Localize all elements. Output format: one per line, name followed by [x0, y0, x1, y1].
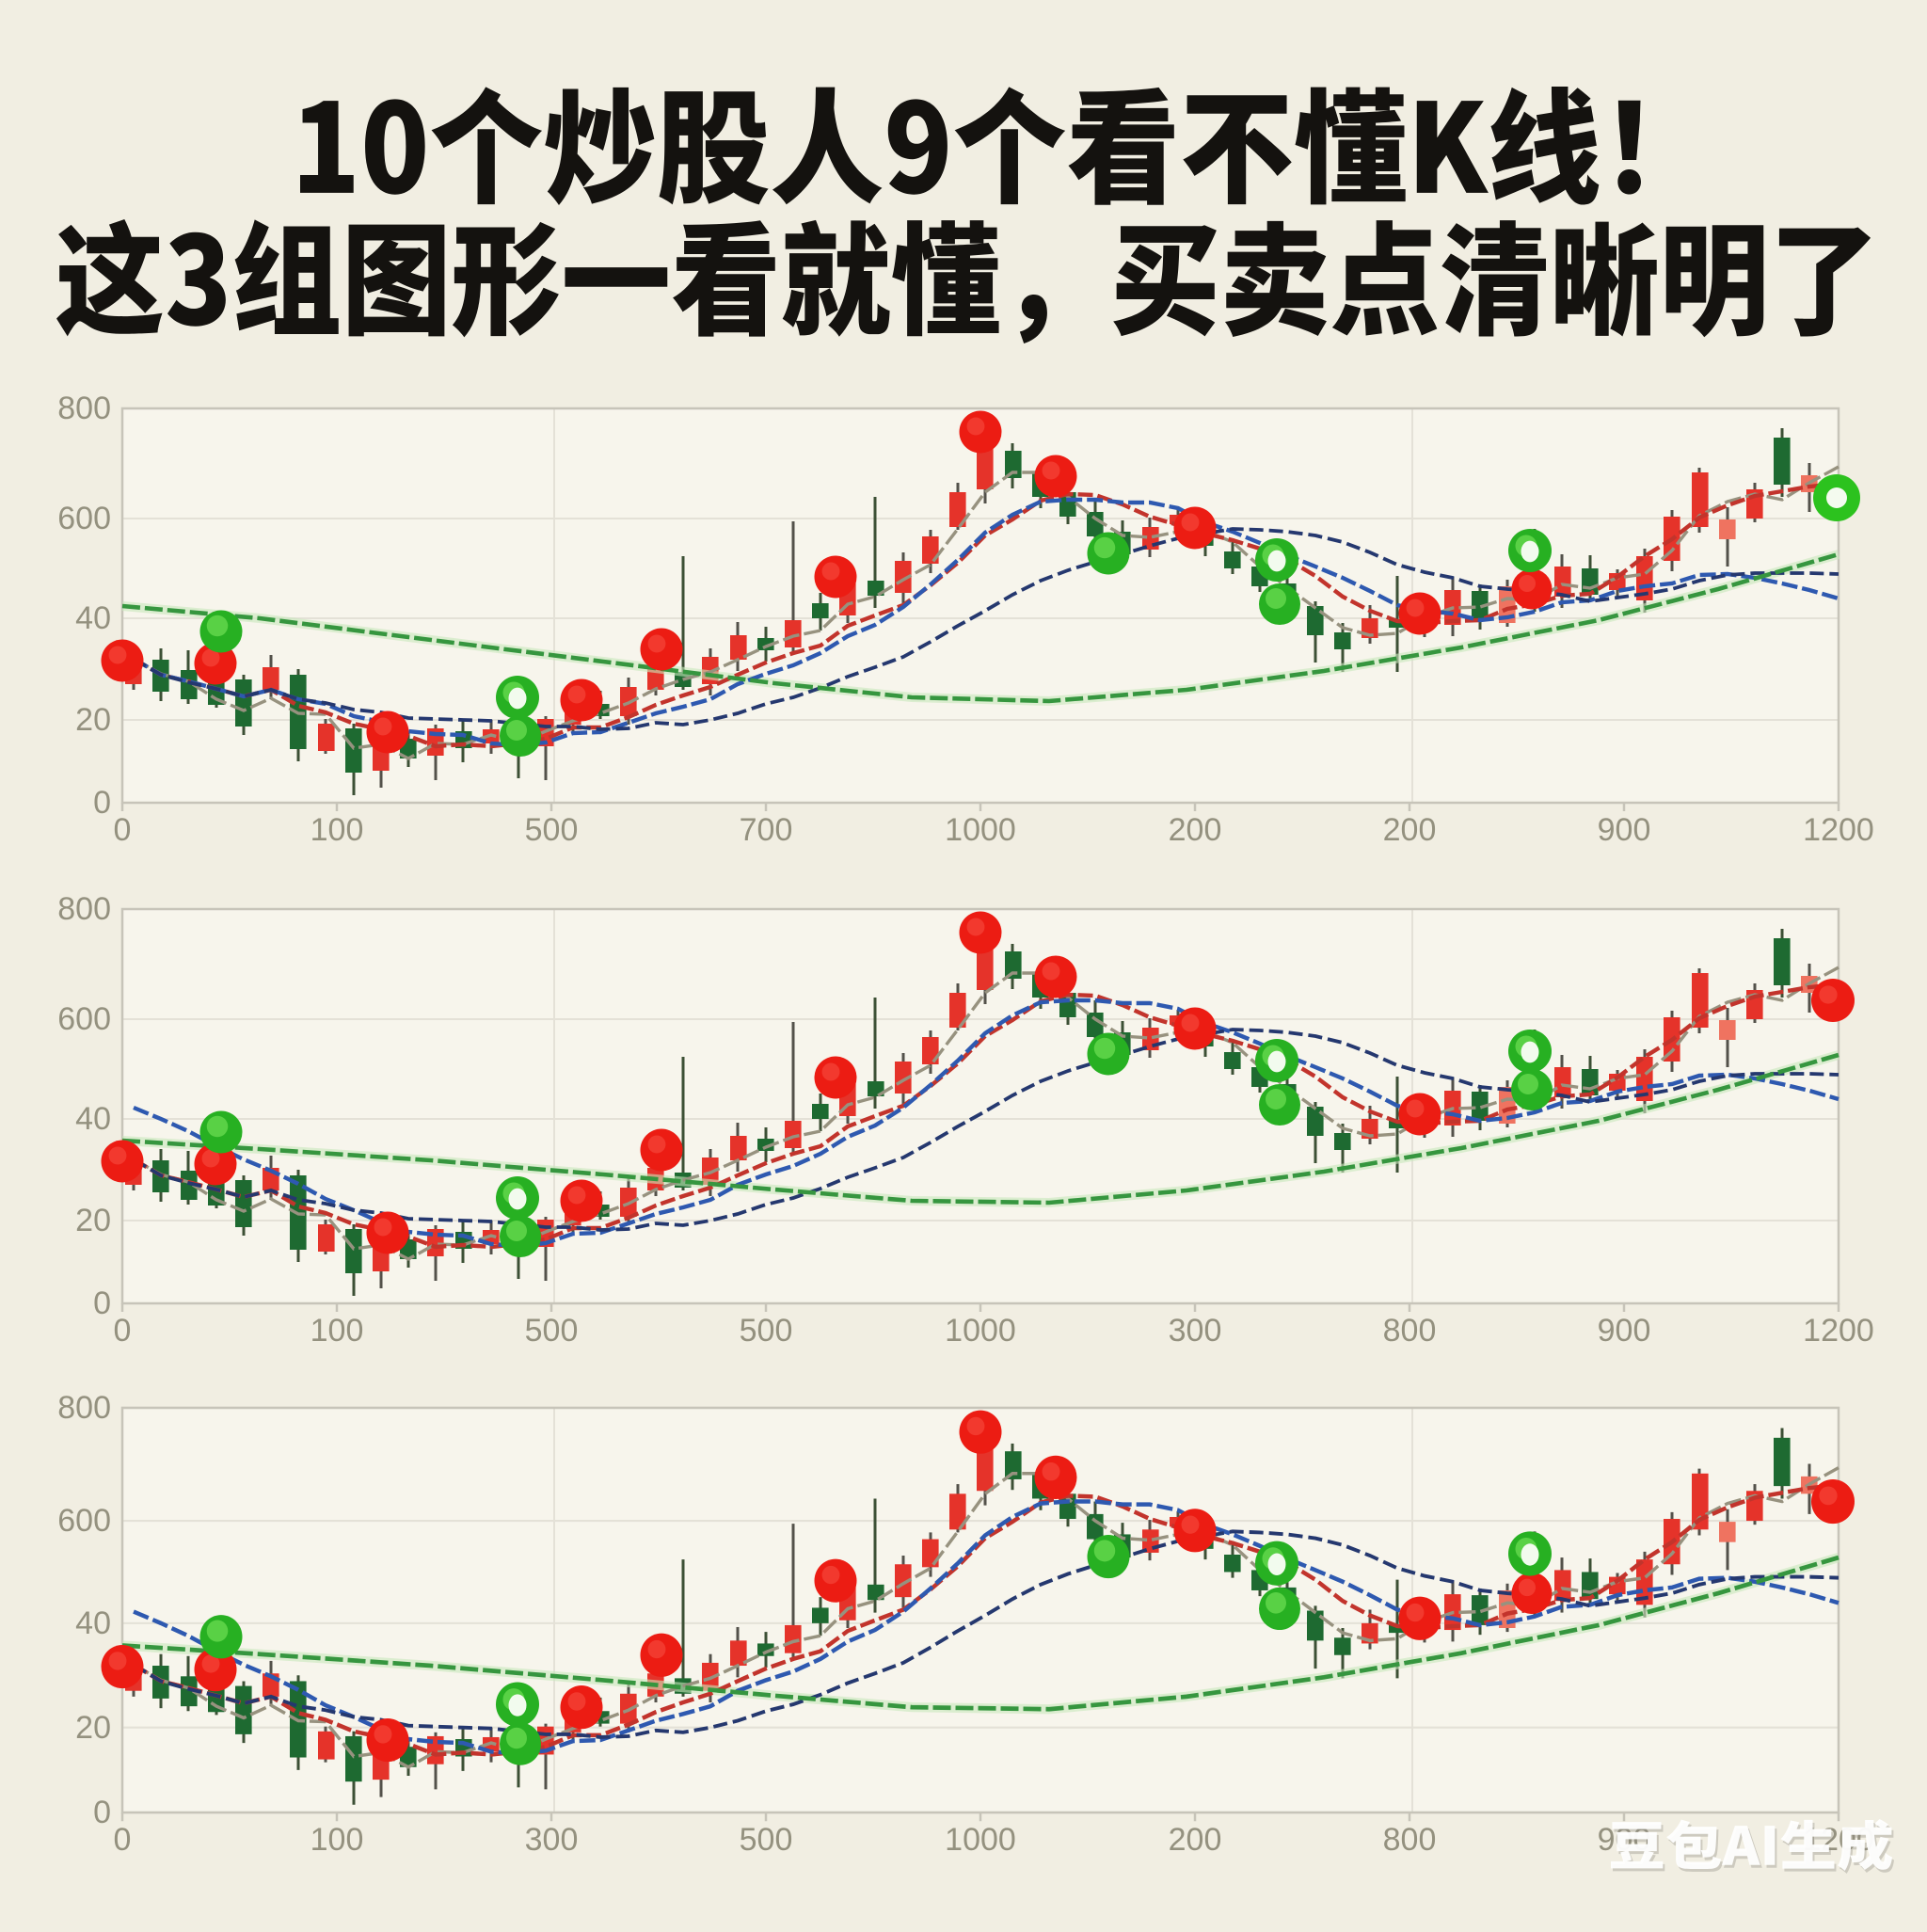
svg-text:0: 0 — [93, 1795, 111, 1830]
svg-text:100: 100 — [311, 1313, 364, 1349]
svg-text:300: 300 — [525, 1822, 579, 1858]
svg-text:20: 20 — [75, 1203, 111, 1238]
svg-text:200: 200 — [1169, 812, 1222, 848]
svg-text:800: 800 — [57, 891, 111, 927]
svg-text:40: 40 — [75, 1605, 111, 1641]
svg-text:0: 0 — [114, 1313, 132, 1349]
svg-text:1200: 1200 — [1803, 1313, 1874, 1349]
svg-text:800: 800 — [57, 391, 111, 426]
svg-text:40: 40 — [75, 1101, 111, 1137]
svg-text:1000: 1000 — [945, 812, 1016, 848]
svg-text:40: 40 — [75, 600, 111, 636]
svg-text:800: 800 — [1383, 1313, 1437, 1349]
svg-text:600: 600 — [57, 501, 111, 536]
svg-text:100: 100 — [311, 812, 364, 848]
svg-text:900: 900 — [1598, 812, 1651, 848]
svg-text:500: 500 — [525, 1313, 579, 1349]
svg-text:0: 0 — [114, 1822, 132, 1858]
svg-text:200: 200 — [1169, 1822, 1222, 1858]
svg-text:700: 700 — [740, 812, 793, 848]
svg-text:1000: 1000 — [945, 1313, 1016, 1349]
svg-text:800: 800 — [57, 1390, 111, 1426]
svg-text:500: 500 — [525, 812, 579, 848]
svg-text:0: 0 — [93, 785, 111, 821]
svg-text:20: 20 — [75, 702, 111, 738]
svg-text:500: 500 — [740, 1822, 793, 1858]
svg-text:500: 500 — [740, 1313, 793, 1349]
svg-text:0: 0 — [114, 812, 132, 848]
svg-text:300: 300 — [1169, 1313, 1222, 1349]
svg-text:200: 200 — [1383, 812, 1437, 848]
svg-text:1200: 1200 — [1803, 812, 1874, 848]
svg-text:1000: 1000 — [945, 1822, 1016, 1858]
svg-text:600: 600 — [57, 1503, 111, 1539]
svg-text:20: 20 — [75, 1710, 111, 1746]
svg-text:0: 0 — [93, 1285, 111, 1321]
svg-text:900: 900 — [1598, 1313, 1651, 1349]
svg-text:100: 100 — [311, 1822, 364, 1858]
svg-text:800: 800 — [1383, 1822, 1437, 1858]
svg-text:600: 600 — [57, 1001, 111, 1037]
